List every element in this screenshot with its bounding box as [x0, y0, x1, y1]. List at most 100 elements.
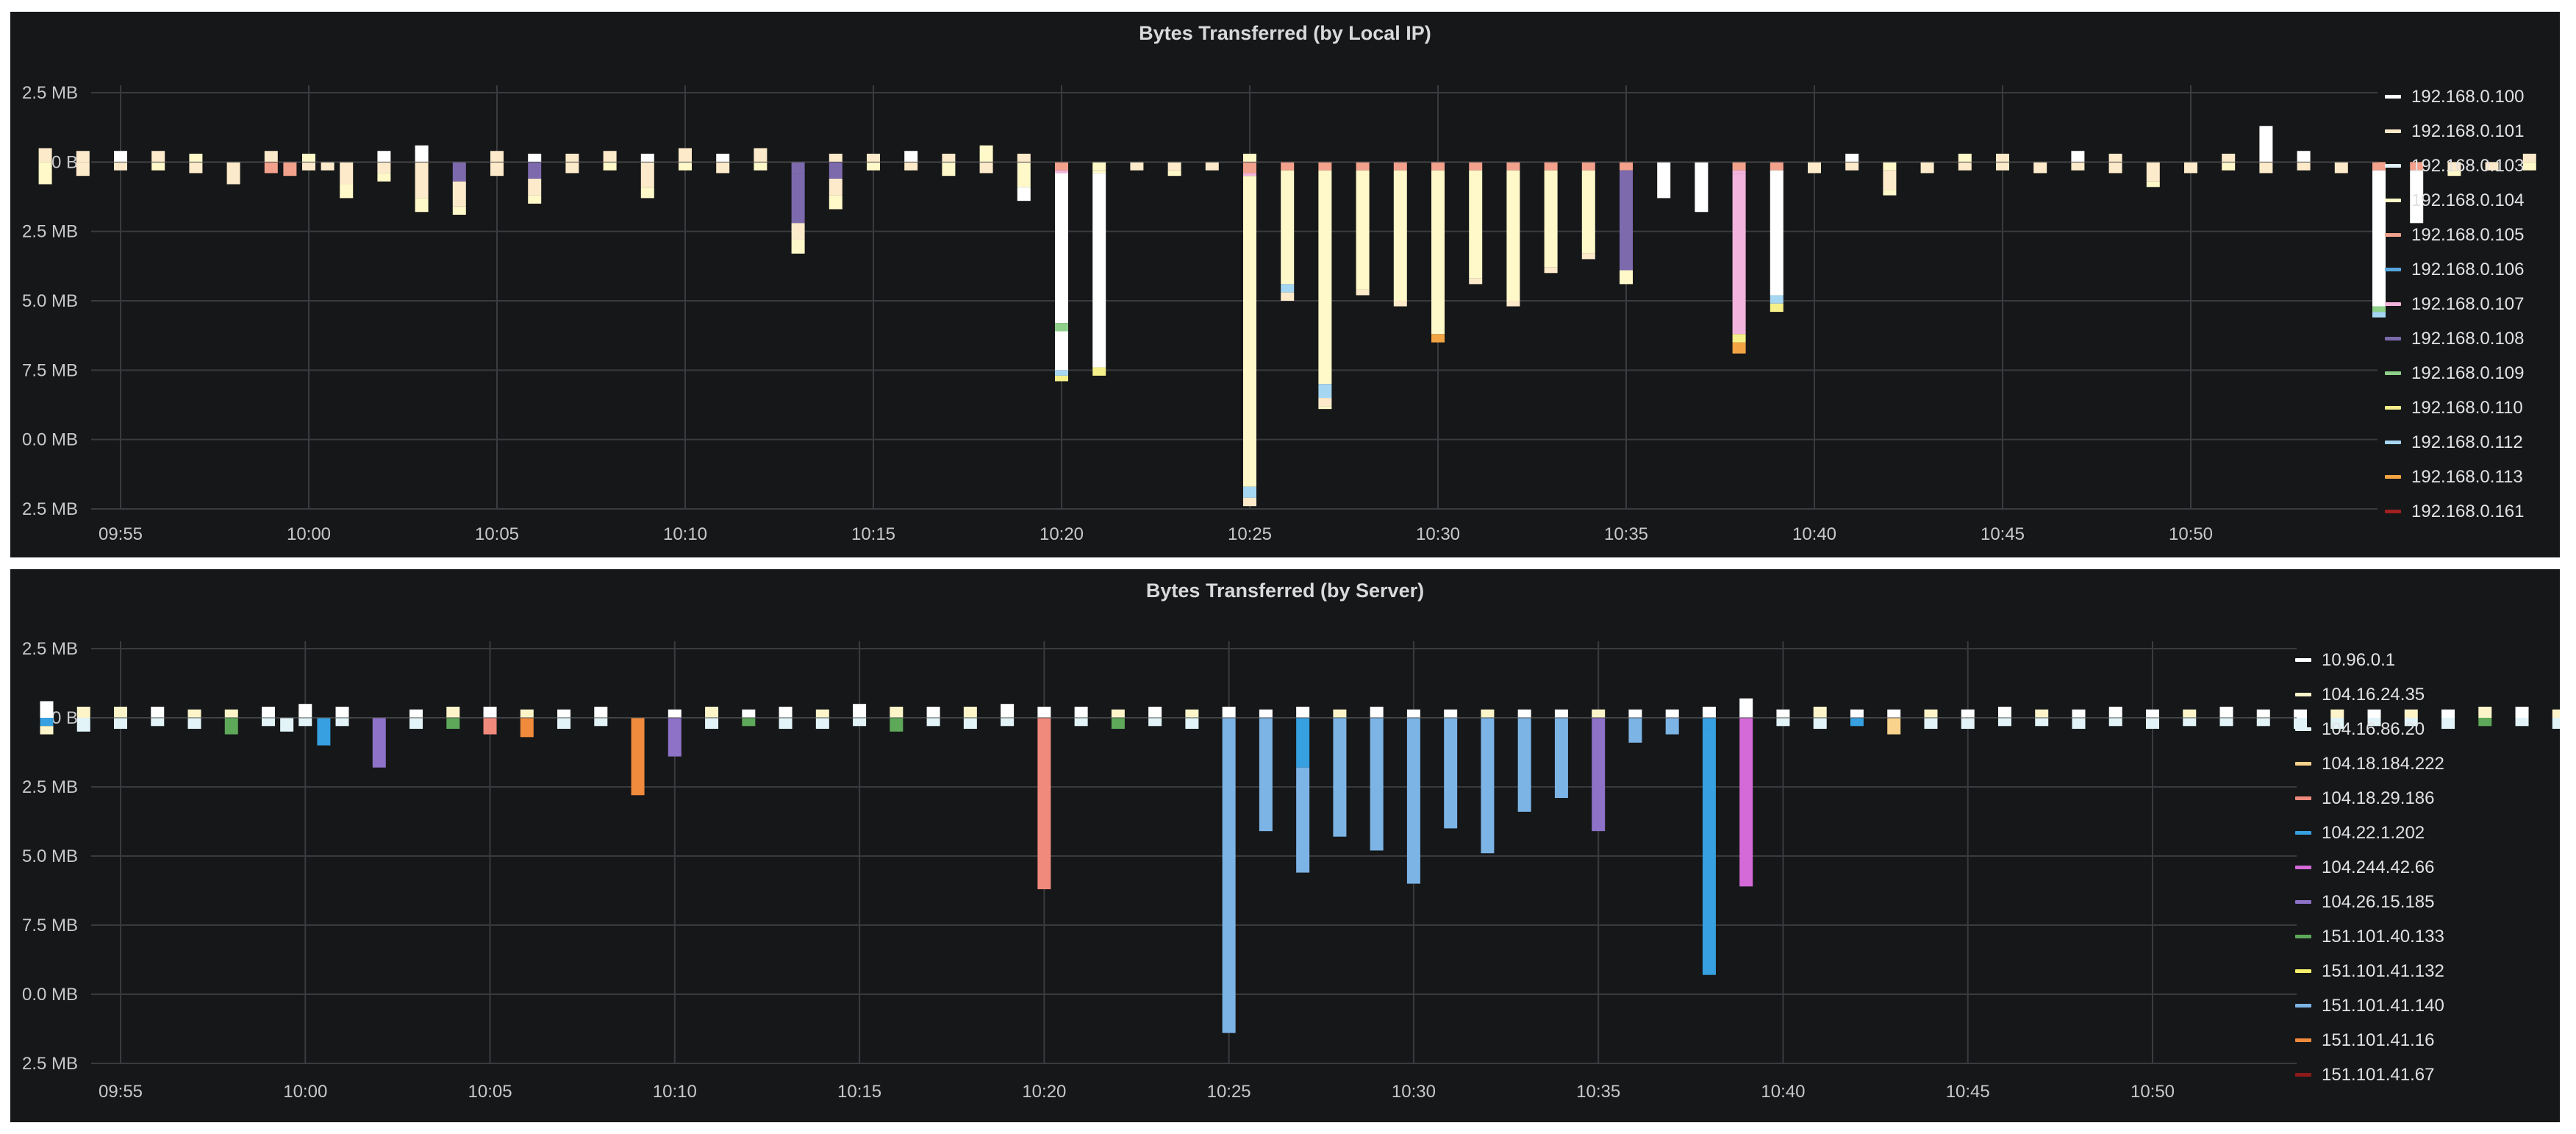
bar-segment[interactable] — [1243, 154, 1256, 163]
bar-segment[interactable] — [1333, 718, 1347, 837]
bar-segment[interactable] — [754, 162, 768, 171]
bar-segment[interactable] — [76, 706, 90, 718]
bar-segment[interactable] — [1356, 162, 1370, 171]
bar-segment[interactable] — [1620, 170, 1633, 271]
bar-segment[interactable] — [1850, 709, 1864, 718]
bar-segment[interactable] — [1887, 709, 1901, 718]
bar-segment[interactable] — [1259, 709, 1273, 718]
bar-segment[interactable] — [1243, 173, 1256, 176]
legend-item[interactable]: 192.168.0.113 — [2385, 460, 2524, 494]
bar-segment[interactable] — [1055, 170, 1068, 174]
bar-segment[interactable] — [1845, 162, 1859, 171]
bar-segment[interactable] — [2330, 709, 2344, 718]
bar-segment[interactable] — [114, 718, 127, 730]
bar-segment[interactable] — [979, 145, 993, 163]
bar-segment[interactable] — [2297, 162, 2311, 171]
bar-segment[interactable] — [2146, 162, 2160, 182]
bar-segment[interactable] — [1370, 706, 1384, 718]
bar-segment[interactable] — [1318, 398, 1332, 407]
bar-segment[interactable] — [1469, 170, 1483, 279]
bar-segment[interactable] — [1092, 367, 1106, 376]
bar-segment[interactable] — [151, 718, 165, 727]
bar-segment[interactable] — [1770, 303, 1783, 313]
legend-item[interactable]: 192.168.0.100 — [2385, 79, 2524, 114]
bar-segment[interactable] — [2183, 718, 2197, 727]
bar-segment[interactable] — [1431, 162, 1445, 171]
bar-segment[interactable] — [631, 718, 645, 796]
legend-item[interactable]: 151.101.41.132 — [2295, 954, 2444, 988]
bar-segment[interactable] — [1808, 162, 1821, 174]
bar-segment[interactable] — [335, 718, 349, 727]
bar-segment[interactable] — [2222, 162, 2236, 171]
bar-segment[interactable] — [1259, 718, 1273, 832]
bar-segment[interactable] — [1148, 706, 1162, 718]
bar-segment[interactable] — [528, 178, 542, 196]
bar-segment[interactable] — [1296, 767, 1310, 873]
bar-segment[interactable] — [1544, 162, 1558, 171]
bar-segment[interactable] — [1074, 718, 1088, 727]
bar-segment[interactable] — [867, 154, 880, 163]
bar-segment[interactable] — [1776, 709, 1790, 718]
bar-segment[interactable] — [742, 718, 756, 727]
bar-segment[interactable] — [1517, 709, 1531, 718]
bar-segment[interactable] — [1356, 289, 1370, 296]
bar-segment[interactable] — [1620, 162, 1633, 171]
bar-segment[interactable] — [1111, 718, 1125, 730]
bar-segment[interactable] — [151, 706, 165, 718]
bar-segment[interactable] — [340, 184, 354, 199]
bar-segment[interactable] — [1732, 173, 1746, 335]
bar-segment[interactable] — [2485, 162, 2499, 171]
bar-segment[interactable] — [1961, 709, 1975, 718]
bar-segment[interactable] — [2410, 162, 2424, 171]
bar-segment[interactable] — [377, 151, 391, 163]
bar-segment[interactable] — [1111, 709, 1125, 718]
bar-segment[interactable] — [1554, 709, 1568, 718]
bar-segment[interactable] — [640, 162, 654, 188]
bar-segment[interactable] — [716, 154, 730, 163]
bar-segment[interactable] — [640, 154, 654, 163]
bar-segment[interactable] — [2441, 718, 2455, 730]
bar-segment[interactable] — [302, 162, 315, 171]
bar-segment[interactable] — [1924, 718, 1938, 730]
bar-segment[interactable] — [1222, 706, 1236, 718]
bar-segment[interactable] — [594, 706, 608, 718]
bar-segment[interactable] — [679, 148, 692, 163]
bar-segment[interactable] — [1665, 709, 1679, 718]
bar-segment[interactable] — [226, 162, 240, 185]
bar-segment[interactable] — [779, 718, 793, 730]
bar-segment[interactable] — [2297, 151, 2311, 163]
bar-segment[interactable] — [114, 151, 127, 163]
bar-segment[interactable] — [415, 162, 429, 199]
bar-segment[interactable] — [1997, 706, 2011, 718]
bar-segment[interactable] — [372, 718, 386, 768]
bar-segment[interactable] — [1074, 706, 1088, 718]
bar-segment[interactable] — [1770, 162, 1783, 171]
bar-segment[interactable] — [1281, 292, 1295, 301]
bar-segment[interactable] — [1001, 704, 1015, 718]
bar-segment[interactable] — [2108, 154, 2122, 163]
bar-segment[interactable] — [1628, 709, 1642, 718]
bar-segment[interactable] — [2367, 709, 2381, 718]
bar-segment[interactable] — [1958, 154, 1972, 163]
bar-segment[interactable] — [2522, 162, 2536, 171]
bar-segment[interactable] — [189, 154, 203, 163]
legend-item[interactable]: 192.168.0.104 — [2385, 183, 2524, 218]
bar-segment[interactable] — [38, 162, 52, 185]
bar-segment[interactable] — [791, 239, 805, 254]
bar-segment[interactable] — [2372, 170, 2386, 307]
bar-segment[interactable] — [2552, 709, 2560, 718]
bar-segment[interactable] — [1996, 154, 2009, 163]
bar-segment[interactable] — [1996, 162, 2009, 171]
bar-segment[interactable] — [1883, 170, 1897, 190]
bar-segment[interactable] — [791, 173, 805, 224]
bar-segment[interactable] — [1481, 718, 1495, 854]
bar-segment[interactable] — [1732, 342, 1746, 354]
bar-segment[interactable] — [565, 162, 579, 174]
bar-segment[interactable] — [716, 162, 730, 174]
bar-segment[interactable] — [1055, 375, 1068, 382]
bar-segment[interactable] — [76, 162, 90, 176]
legend-item[interactable]: 192.168.0.103 — [2385, 149, 2524, 183]
bar-segment[interactable] — [1506, 301, 1520, 307]
bar-segment[interactable] — [317, 718, 331, 746]
bar-segment[interactable] — [1776, 718, 1790, 727]
